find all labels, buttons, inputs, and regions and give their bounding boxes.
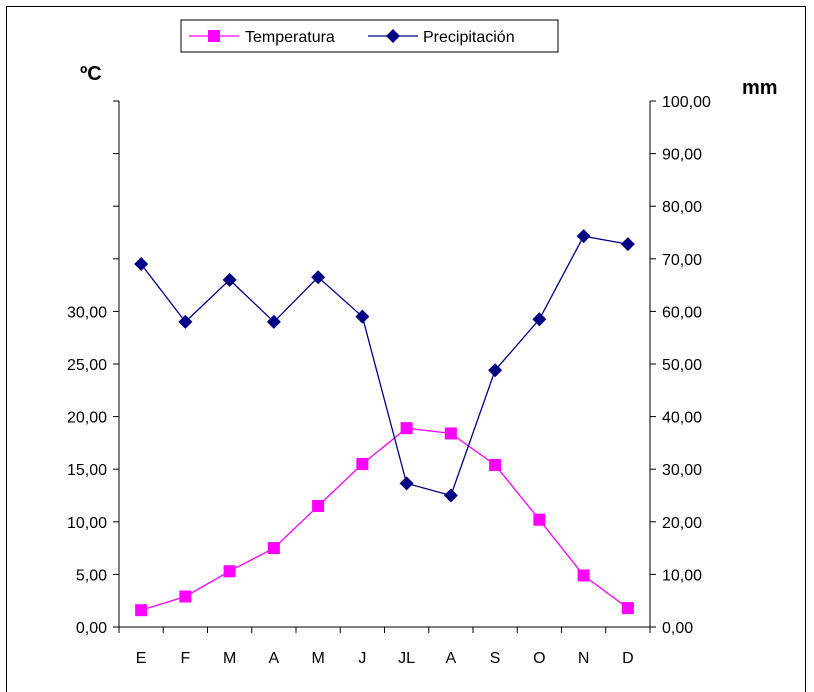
right-axis-ticks: 0,00 10,00 20,00 30,00 40,00 50,00 60,00 70,00 8…: [650, 94, 711, 637]
x-tick-label: A: [269, 650, 280, 667]
data-point: [311, 270, 326, 285]
right-axis-unit: mm: [742, 77, 778, 99]
right-tick-label: 70,00: [662, 252, 702, 269]
right-tick-label: 30,00: [662, 462, 702, 479]
data-point: [355, 309, 370, 324]
x-tick-label: A: [446, 650, 457, 667]
legend: Temperatura Precipitación: [180, 19, 559, 53]
right-tick-label: 40,00: [662, 410, 702, 427]
legend-temp-marker: [208, 30, 220, 42]
x-tick-label: N: [578, 650, 590, 667]
right-tick-label: 60,00: [662, 304, 702, 321]
data-point: [400, 422, 413, 435]
left-tick-label: 25,00: [67, 357, 107, 374]
data-point: [178, 314, 193, 329]
data-point: [577, 569, 590, 582]
data-point: [444, 427, 457, 440]
data-point: [533, 513, 546, 526]
data-point: [620, 237, 635, 252]
left-tick-label: 30,00: [67, 304, 107, 321]
data-point: [312, 500, 325, 513]
x-tick-label: D: [622, 650, 634, 667]
left-tick-label: 5,00: [76, 567, 107, 584]
data-point: [267, 542, 280, 555]
right-tick-label: 80,00: [662, 199, 702, 216]
legend-precip-marker: [386, 29, 400, 43]
left-tick-label: 20,00: [67, 410, 107, 427]
series-layer: [134, 229, 635, 617]
legend-temp-label: Temperatura: [245, 29, 335, 46]
data-point: [488, 363, 503, 378]
x-tick-label: JL: [398, 650, 415, 667]
right-tick-label: 90,00: [662, 147, 702, 164]
series-line: [140, 427, 629, 611]
data-point: [266, 314, 281, 329]
x-tick-label: J: [358, 650, 366, 667]
data-point: [135, 604, 148, 617]
right-tick-label: 20,00: [662, 515, 702, 532]
series-precipitacion: [134, 229, 635, 503]
data-point: [532, 312, 547, 327]
data-point: [356, 457, 369, 470]
left-tick-label: 15,00: [67, 462, 107, 479]
x-tick-label: M: [223, 650, 236, 667]
data-point: [443, 488, 458, 503]
data-point: [223, 565, 236, 578]
series-temperatura: [135, 422, 634, 617]
x-tick-label: F: [180, 650, 190, 667]
data-point: [576, 229, 591, 244]
data-point: [179, 590, 192, 603]
left-tick-label: 0,00: [76, 620, 107, 637]
data-point: [489, 458, 502, 471]
right-tick-label: 10,00: [662, 567, 702, 584]
right-tick-label: 100,00: [662, 94, 711, 111]
right-tick-label: 0,00: [662, 620, 693, 637]
chart-frame: [6, 6, 806, 692]
x-axis-ticks: E F M A M J JL A S O N D: [118, 627, 651, 667]
data-point: [222, 272, 237, 287]
left-axis-ticks: 0,00 5,00 10,00 15,00 20,00 25,00 30,00: [67, 100, 119, 637]
x-tick-label: S: [490, 650, 501, 667]
data-point: [134, 257, 149, 272]
legend-precip-label: Precipitación: [423, 29, 515, 46]
right-tick-label: 50,00: [662, 357, 702, 374]
series-line: [140, 235, 629, 497]
left-axis-unit: ºC: [80, 63, 102, 85]
x-tick-label: O: [533, 650, 545, 667]
x-tick-label: M: [311, 650, 324, 667]
left-tick-label: 10,00: [67, 515, 107, 532]
data-point: [621, 602, 634, 615]
x-tick-label: E: [136, 650, 147, 667]
data-point: [399, 476, 414, 491]
